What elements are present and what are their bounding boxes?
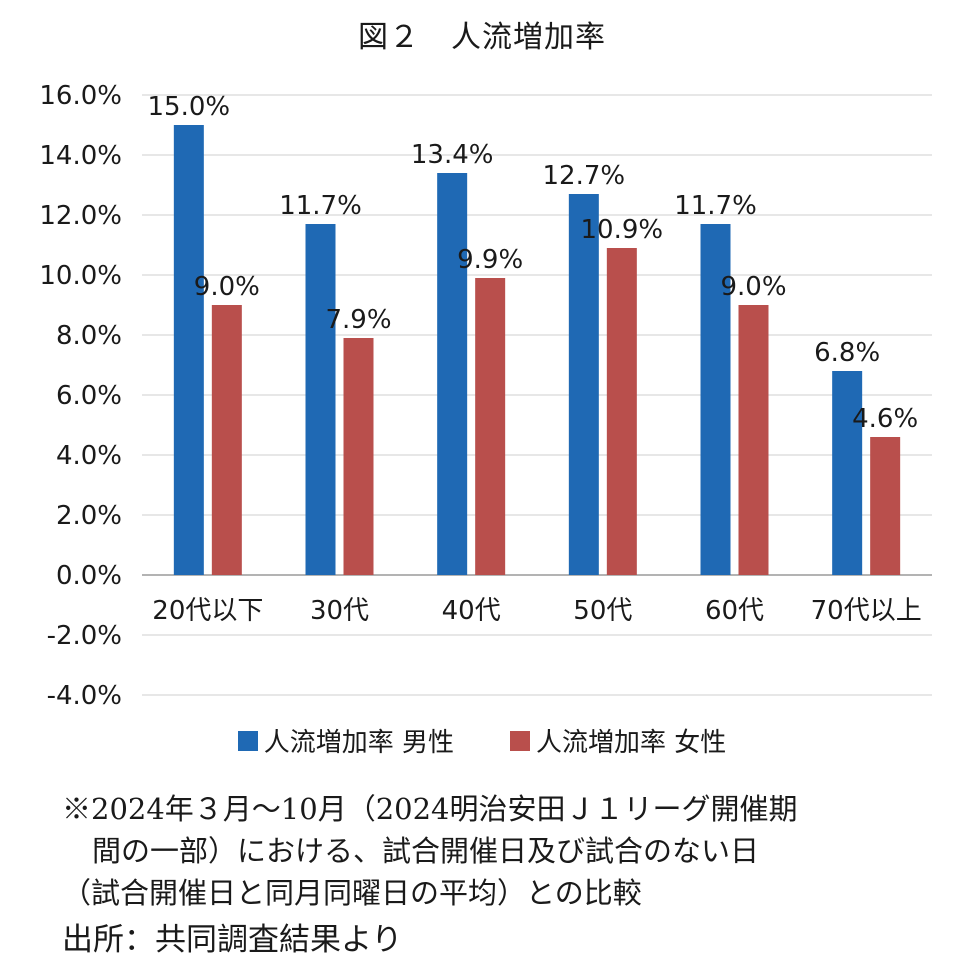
chart-title: 図２ 人流増加率 (358, 20, 606, 55)
data-label: 4.6% (852, 404, 918, 434)
footnote-line-3: （試合開催日と同月同曜日の平均）との比較 (62, 876, 642, 910)
bar-female (606, 248, 637, 575)
data-label: 12.7% (543, 161, 626, 191)
legend-swatch-female (510, 730, 530, 751)
x-tick-label: 70代以上 (811, 596, 922, 626)
bar-male (437, 173, 468, 575)
legend: 人流増加率 男性 人流増加率 女性 (0, 722, 964, 759)
y-tick-label: 4.0% (56, 441, 122, 471)
bar-male (173, 125, 204, 575)
bar-female (475, 278, 506, 575)
y-tick-label: 12.0% (39, 201, 122, 231)
data-label: 11.7% (674, 191, 757, 221)
source-text: 出所：共同調査結果より (62, 922, 403, 958)
bar-female (870, 437, 901, 575)
data-label: 15.0% (148, 92, 231, 122)
y-tick-label: -2.0% (47, 621, 122, 651)
data-label: 10.9% (581, 215, 664, 245)
bar-chart: 16.0% 14.0% 12.0% 10.0% 8.0% 6.0% 4.0% 2.0% 0.0%… (39, 81, 932, 711)
legend-label-female: 人流増加率 女性 (536, 728, 727, 758)
bar-male (700, 224, 731, 575)
y-tick-label: 10.0% (39, 261, 122, 291)
bar-male (305, 224, 336, 575)
bar-female (343, 338, 374, 575)
data-label: 7.9% (325, 305, 391, 335)
legend-label-male: 人流増加率 男性 (263, 728, 454, 758)
bar-female (738, 305, 769, 575)
x-tick-label: 50代 (573, 596, 632, 626)
data-label: 13.4% (411, 140, 494, 170)
data-label: 6.8% (814, 338, 880, 368)
x-tick-label: 20代以下 (152, 596, 263, 626)
x-tick-label: 60代 (705, 596, 764, 626)
data-label: 11.7% (279, 191, 362, 221)
data-label: 9.9% (457, 245, 523, 275)
bar-male (832, 371, 863, 575)
y-tick-label: 6.0% (56, 381, 122, 411)
y-tick-label: 14.0% (39, 141, 122, 171)
x-tick-label: 40代 (442, 596, 501, 626)
footnote-line-2: 間の一部）における、試合開催日及び試合のない日 (92, 834, 760, 868)
y-tick-label: 8.0% (56, 321, 122, 351)
footnote-line-1: ※2024年３月～10月（2024明治安田Ｊ１リーグ開催期 (62, 792, 798, 826)
legend-item-female: 人流増加率 女性 (510, 722, 726, 759)
legend-swatch-male (237, 730, 258, 751)
y-tick-label: -4.0% (47, 681, 122, 711)
bar-male (568, 194, 599, 575)
legend-item-male: 人流増加率 男性 (237, 722, 454, 759)
y-tick-label: 16.0% (39, 81, 122, 111)
y-tick-label: 0.0% (56, 561, 122, 591)
footnote: ※2024年３月～10月（2024明治安田Ｊ１リーグ開催期 間の一部）における、… (62, 788, 798, 914)
x-tick-label: 30代 (310, 596, 369, 626)
data-label: 9.0% (720, 272, 786, 302)
bar-female (211, 305, 242, 575)
y-tick-label: 2.0% (56, 501, 122, 531)
data-label: 9.0% (194, 272, 260, 302)
